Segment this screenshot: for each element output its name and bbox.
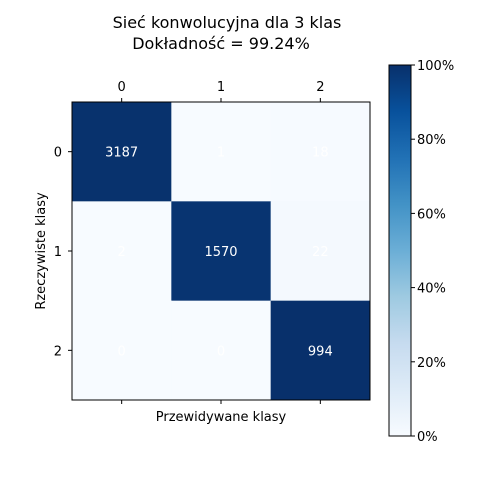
- x-axis-label: Przewidywane klasy: [156, 410, 287, 425]
- heatmap-cell-2-2: [270, 300, 371, 401]
- x-tick-label-0: 0: [118, 80, 126, 95]
- colorbar-tick-label-2: 40%: [417, 282, 446, 297]
- y-axis-ticks: 0 1 2: [54, 146, 72, 359]
- heatmap-cell-2-0: [72, 300, 172, 401]
- cell-label-2-0: 0: [118, 344, 126, 359]
- cell-label-2-2: 994: [308, 344, 333, 359]
- y-tick-label-1: 1: [54, 245, 62, 260]
- chart-title: Sieć konwolucyjna dla 3 klas: [113, 13, 342, 32]
- cell-label-1-0: 2: [118, 245, 126, 260]
- x-tick-label-1: 1: [217, 80, 225, 95]
- heatmap-cells: [72, 102, 371, 401]
- colorbar-tick-label-0: 0%: [417, 430, 438, 445]
- colorbar-tick-label-5: 100%: [417, 59, 454, 74]
- heatmap-cell-2-1: [171, 300, 272, 401]
- x-tick-label-2: 2: [316, 80, 324, 95]
- heatmap-cell-0-0: [72, 102, 172, 202]
- heatmap-cell-1-1: [171, 201, 272, 302]
- cell-label-0-0: 3187: [105, 146, 138, 161]
- cell-label-0-1: 1: [217, 146, 225, 161]
- x-axis-ticks: 0 1 2: [118, 80, 324, 404]
- colorbar: [388, 64, 412, 437]
- y-axis-label: Rzeczywiste klasy: [34, 192, 49, 310]
- cell-label-2-1: 0: [217, 344, 225, 359]
- y-tick-label-2: 2: [54, 344, 62, 359]
- colorbar-tick-label-4: 80%: [417, 133, 446, 148]
- heatmap-cell-1-0: [72, 201, 172, 302]
- heatmap-cell-1-2: [270, 201, 371, 302]
- chart-subtitle: Dokładność = 99.24%: [132, 34, 310, 53]
- colorbar-tick-label-3: 60%: [417, 207, 446, 222]
- cell-value-labels: 3187 1 18 2 1570 22 0 0 994: [105, 146, 333, 360]
- cell-label-1-2: 22: [312, 245, 329, 260]
- heatmap-cell-0-1: [171, 102, 272, 202]
- colorbar-tick-label-1: 20%: [417, 356, 446, 371]
- y-tick-label-0: 0: [54, 146, 62, 161]
- heatmap-cell-0-2: [270, 102, 371, 202]
- cell-label-1-1: 1570: [204, 245, 237, 260]
- colorbar-ticks: 0% 20% 40% 60% 80% 100%: [411, 59, 454, 445]
- cell-label-0-2: 18: [312, 146, 329, 161]
